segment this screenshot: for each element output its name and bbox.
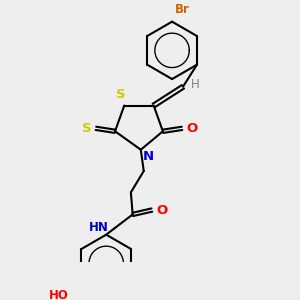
Text: O: O [186,122,198,135]
Text: O: O [157,203,168,217]
Text: N: N [142,150,154,164]
Text: S: S [116,88,126,101]
Text: HO: HO [50,290,69,300]
Text: H: H [191,78,200,92]
Text: S: S [82,122,92,135]
Text: Br: Br [175,3,190,16]
Text: HN: HN [89,221,109,234]
